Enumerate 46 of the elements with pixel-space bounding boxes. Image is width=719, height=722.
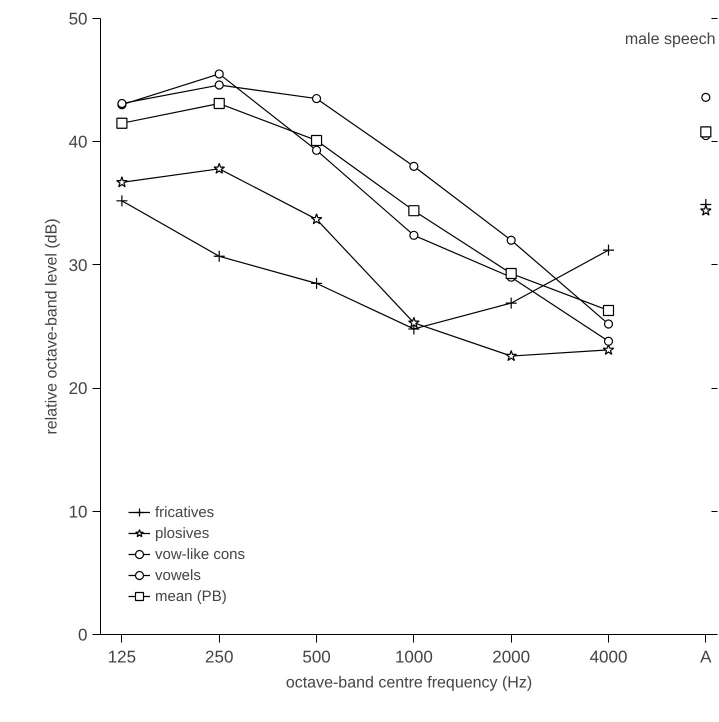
x-tick-label: 1000 [394, 648, 433, 666]
point [312, 94, 322, 104]
point [214, 69, 224, 79]
point [116, 118, 128, 129]
point [213, 250, 226, 262]
point [409, 230, 418, 240]
y-tick-label: 20 [68, 379, 88, 398]
point [409, 162, 418, 171]
point [310, 213, 322, 224]
point [312, 146, 322, 155]
point [505, 296, 518, 310]
point [310, 134, 322, 146]
point [408, 205, 420, 216]
point [604, 336, 614, 346]
annotation: male speech [624, 30, 716, 48]
point [214, 98, 225, 110]
x-tick-label: 125 [108, 648, 136, 666]
y-tick-label: 30 [68, 256, 88, 275]
legend-label: vowels [155, 566, 201, 584]
x-tick-label: A [700, 648, 712, 666]
x-tick-label: 250 [205, 648, 234, 666]
x-tick-label: 4000 [590, 648, 628, 666]
y-tick-label: 0 [78, 626, 88, 644]
point [604, 319, 614, 329]
y-tick-label: 10 [68, 502, 88, 522]
point [602, 304, 614, 316]
point [505, 350, 518, 362]
y-tick-label: 40 [68, 132, 88, 152]
legend-label: plosives [155, 524, 210, 542]
point [602, 244, 615, 256]
point [213, 162, 226, 174]
x-tick-label: 2000 [492, 648, 530, 666]
point [116, 176, 128, 188]
point [116, 194, 128, 207]
point [506, 268, 517, 280]
x-axis-title: octave-band centre frequency (Hz) [286, 674, 532, 692]
y-tick-label: 50 [68, 10, 88, 28]
legend-label: fricatives [155, 504, 214, 520]
y-axis-title: relative octave-band level (dB) [44, 218, 61, 435]
point [408, 316, 420, 328]
point [310, 277, 323, 290]
point [506, 236, 516, 245]
legend-label: mean (PB) [155, 588, 227, 604]
point [214, 80, 224, 90]
legend-label: vow-like cons [155, 546, 246, 562]
x-tick-label: 500 [302, 648, 331, 666]
